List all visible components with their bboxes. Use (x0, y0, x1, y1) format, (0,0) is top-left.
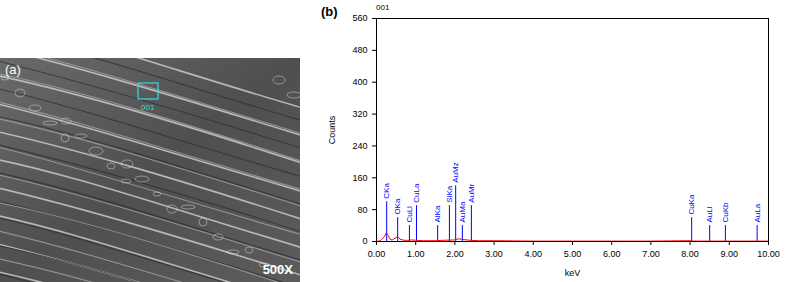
svg-text:5.00: 5.00 (564, 249, 582, 259)
svg-text:400: 400 (352, 77, 367, 87)
svg-text:SiKa: SiKa (445, 185, 454, 202)
svg-text:320: 320 (352, 109, 367, 119)
svg-text:160: 160 (352, 173, 367, 183)
svg-text:001: 001 (141, 103, 155, 112)
svg-text:3.00: 3.00 (485, 249, 503, 259)
svg-text:CKa: CKa (382, 183, 391, 199)
svg-text:500X: 500X (263, 262, 294, 277)
svg-text:AuLl: AuLl (705, 206, 714, 222)
svg-text:9.00: 9.00 (721, 249, 739, 259)
html-text:(b): (b) (321, 4, 338, 19)
svg-text:240: 240 (352, 141, 367, 151)
svg-text:4.00: 4.00 (525, 249, 543, 259)
svg-text:560: 560 (352, 13, 367, 23)
svg-text:10.00: 10.00 (757, 249, 780, 259)
svg-text:AuMa: AuMa (458, 201, 467, 222)
svg-text:480: 480 (352, 45, 367, 55)
svg-text:0: 0 (362, 236, 367, 246)
svg-text:CuKa: CuKa (687, 194, 696, 215)
svg-text:AuMr: AuMr (467, 183, 476, 202)
svg-text:AlKa: AlKa (433, 205, 442, 222)
svg-text:CuLl: CuLl (405, 206, 414, 223)
svg-text:Counts: Counts (327, 115, 337, 144)
svg-text:(a): (a) (5, 62, 21, 77)
html-text:001: 001 (376, 3, 390, 12)
svg-text:0.00: 0.00 (368, 249, 386, 259)
svg-text:keV: keV (565, 268, 581, 278)
svg-text:OKa: OKa (393, 198, 402, 215)
svg-text:CuLa: CuLa (412, 183, 421, 203)
svg-text:AuMz: AuMz (451, 162, 460, 182)
svg-text:1.00: 1.00 (407, 249, 425, 259)
svg-text:6.00: 6.00 (603, 249, 621, 259)
svg-text:AuLa: AuLa (753, 203, 762, 222)
svg-text:2.00: 2.00 (446, 249, 464, 259)
svg-text:CuKb: CuKb (721, 202, 730, 223)
svg-text:8.00: 8.00 (681, 249, 699, 259)
svg-text:7.00: 7.00 (642, 249, 660, 259)
svg-text:80: 80 (357, 205, 367, 215)
